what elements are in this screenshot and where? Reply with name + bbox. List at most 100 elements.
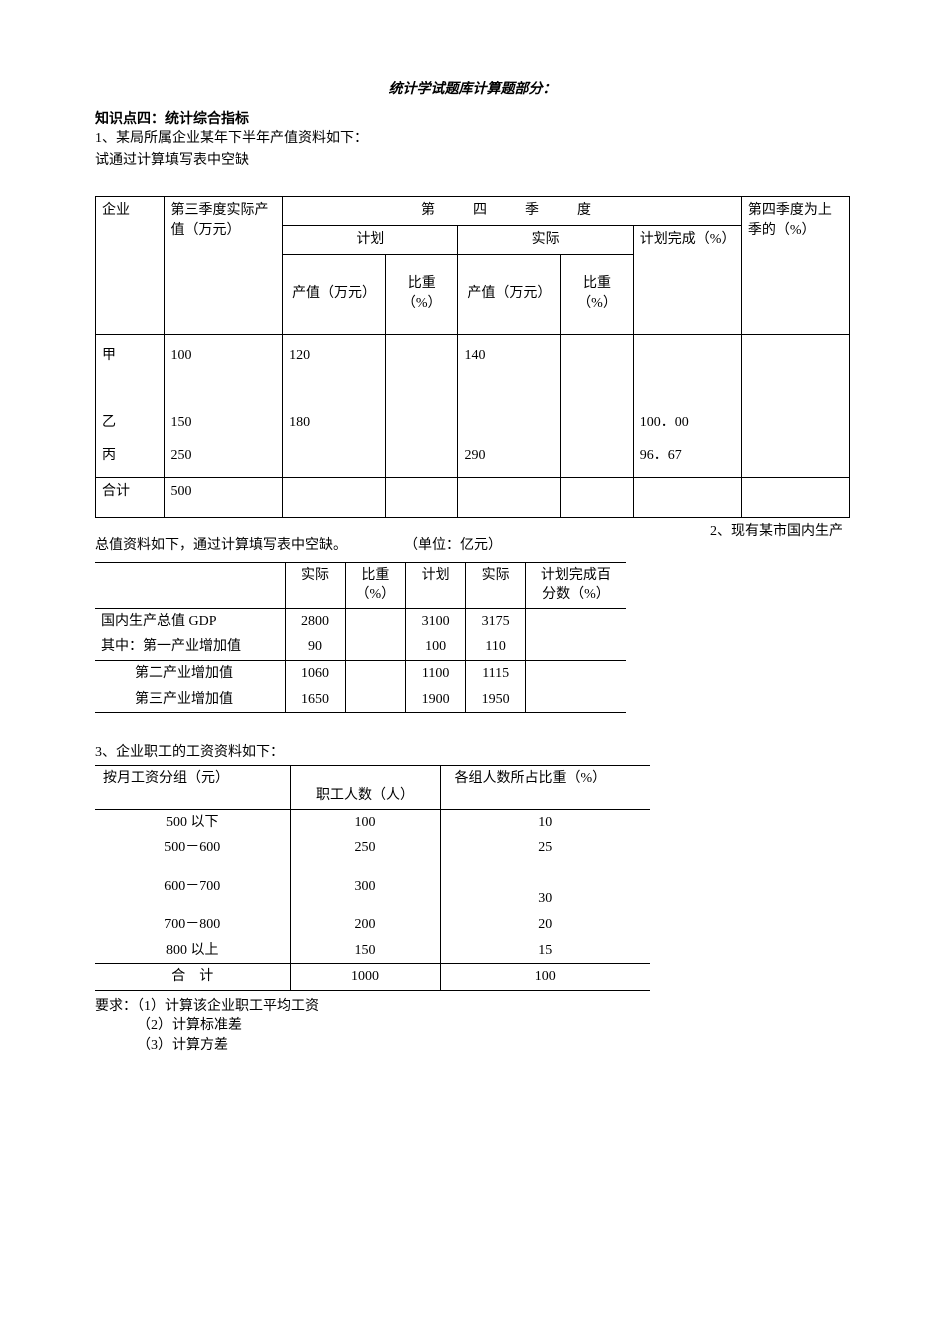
t2-r1-label: 其中：第一产业增加值 [95,634,285,660]
t3-h-weight: 各组人数所占比重（%） [440,765,650,809]
t1-pc-2: 96．67 [640,448,682,463]
t2-h-plan: 计划 [406,562,466,608]
table-q2: 实际 比重（%） 计划 实际 计划完成百分数（%） 国内生产总值 GDP 280… [95,562,626,714]
t3-r2-w-blank [440,861,650,887]
t2-r0-a2: 3175 [466,608,526,634]
t1-actv-col: 140 290 [458,334,561,477]
t3-total-w: 100 [440,964,650,991]
t1-co-2: 丙 [102,448,116,463]
t3-r0-w: 10 [440,809,650,835]
t2-r1-a: 90 [285,634,345,660]
t2-r2-a: 1060 [285,660,345,686]
t1-head-company: 企业 [96,197,165,334]
t3-r2-n: 300 [290,861,440,912]
t2-r1-pc [526,634,626,660]
t3-r1-w: 25 [440,835,650,861]
t1-head-plan-weight: 比重（%） [385,254,458,334]
t1-total-c6 [741,477,849,517]
t1-q3-0: 100 [171,348,192,363]
t2-r1-p: 100 [406,634,466,660]
t2-r3-label: 第三产业增加值 [95,687,285,713]
t3-total-label: 合 计 [95,964,290,991]
t1-actv-0: 140 [464,348,485,363]
t2-r3-w [345,687,406,713]
t1-planw-col [385,334,458,477]
t2-h-blank [95,562,285,608]
t2-r0-a: 2800 [285,608,345,634]
t3-r3-w: 20 [440,912,650,938]
t3-r1-n: 250 [290,835,440,861]
t2-h-pc: 计划完成百分数（%） [526,562,626,608]
t1-pc-col: 100．00 96．67 [633,334,741,477]
t1-ratio-col [741,334,849,477]
q2-caption-b: （单位：亿元） [404,538,502,553]
t1-head-plan: 计划 [283,225,458,254]
t1-co-1: 乙 [102,415,116,430]
q1-line1: 1、某局所属企业某年下半年产值资料如下： [95,129,850,149]
t2-r0-label: 国内生产总值 GDP [95,608,285,634]
t2-r3-pc [526,687,626,713]
t1-head-q4ratio: 第四季度为上季的（%） [741,197,849,334]
t3-r4-g: 800 以上 [95,938,290,964]
t2-r2-w [345,660,406,686]
t1-planv-1: 180 [289,415,310,430]
t1-total-c5 [633,477,741,517]
t1-total-c3 [458,477,561,517]
section-heading: 知识点四：统计综合指标 [95,110,850,130]
t1-q3-1: 150 [171,415,192,430]
t1-total-q3: 500 [164,477,283,517]
t3-r1-g: 500－600 [95,835,290,861]
t3-total-n: 1000 [290,964,440,991]
table-q1: 企业 第三季度实际产值（万元） 第 四 季 度 第四季度为上季的（%） 计划 实… [95,196,850,518]
t1-q3-col: 100 150 250 [164,334,283,477]
t1-total-c2 [385,477,458,517]
t2-r2-a2: 1115 [466,660,526,686]
q3-req3: （3）计算方差 [95,1036,850,1056]
t1-total-label: 合计 [96,477,165,517]
t2-r3-a2: 1950 [466,687,526,713]
t1-total-c1 [283,477,386,517]
t2-r0-w [345,608,406,634]
t1-head-actual: 实际 [458,225,633,254]
t1-actv-2: 290 [464,448,485,463]
t3-r2-g: 600－700 [95,861,290,912]
t3-h-count: 职工人数（人） [290,765,440,809]
t2-h-actual: 实际 [285,562,345,608]
t1-head-actual-weight: 比重（%） [561,254,634,334]
t2-r2-p: 1100 [406,660,466,686]
t2-r0-p: 3100 [406,608,466,634]
q2-caption: 总值资料如下，通过计算填写表中空缺。 （单位：亿元） [95,536,710,556]
t2-r3-p: 1900 [406,687,466,713]
t1-actw-col [561,334,634,477]
t1-co-0: 甲 [102,348,116,363]
t1-head-actual-value: 产值（万元） [458,254,561,334]
t2-r2-pc [526,660,626,686]
t1-head-plancomplete: 计划完成（%） [633,225,741,334]
t3-r0-g: 500 以下 [95,809,290,835]
q3-req1: 要求：（1）计算该企业职工平均工资 [95,997,850,1017]
t1-planv-0: 120 [289,348,310,363]
t2-r2-label: 第二产业增加值 [95,660,285,686]
q3-line: 3、企业职工的工资资料如下： [95,743,850,763]
t2-r1-w [345,634,406,660]
doc-title: 统计学试题库计算题部分： [95,80,850,100]
t1-total-c4 [561,477,634,517]
t1-companies: 甲 乙 丙 [96,334,165,477]
t2-r1-a2: 110 [466,634,526,660]
t1-q3-2: 250 [171,448,192,463]
t1-head-plan-value: 产值（万元） [283,254,386,334]
q1-line2: 试通过计算填写表中空缺 [95,151,850,171]
t2-r0-pc [526,608,626,634]
q3-req2: （2）计算标准差 [95,1016,850,1036]
t1-pc-1: 100．00 [640,415,689,430]
q2-lead: 2、现有某市国内生产 [710,518,850,542]
t3-r4-w: 15 [440,938,650,964]
t3-r3-n: 200 [290,912,440,938]
t2-h-actual2: 实际 [466,562,526,608]
q2-caption-a: 总值资料如下，通过计算填写表中空缺。 [95,538,347,553]
t1-planv-col: 120 180 [283,334,386,477]
t3-r0-n: 100 [290,809,440,835]
t3-r2-w: 30 [440,886,650,912]
t1-head-q3: 第三季度实际产值（万元） [164,197,283,334]
t3-r4-n: 150 [290,938,440,964]
